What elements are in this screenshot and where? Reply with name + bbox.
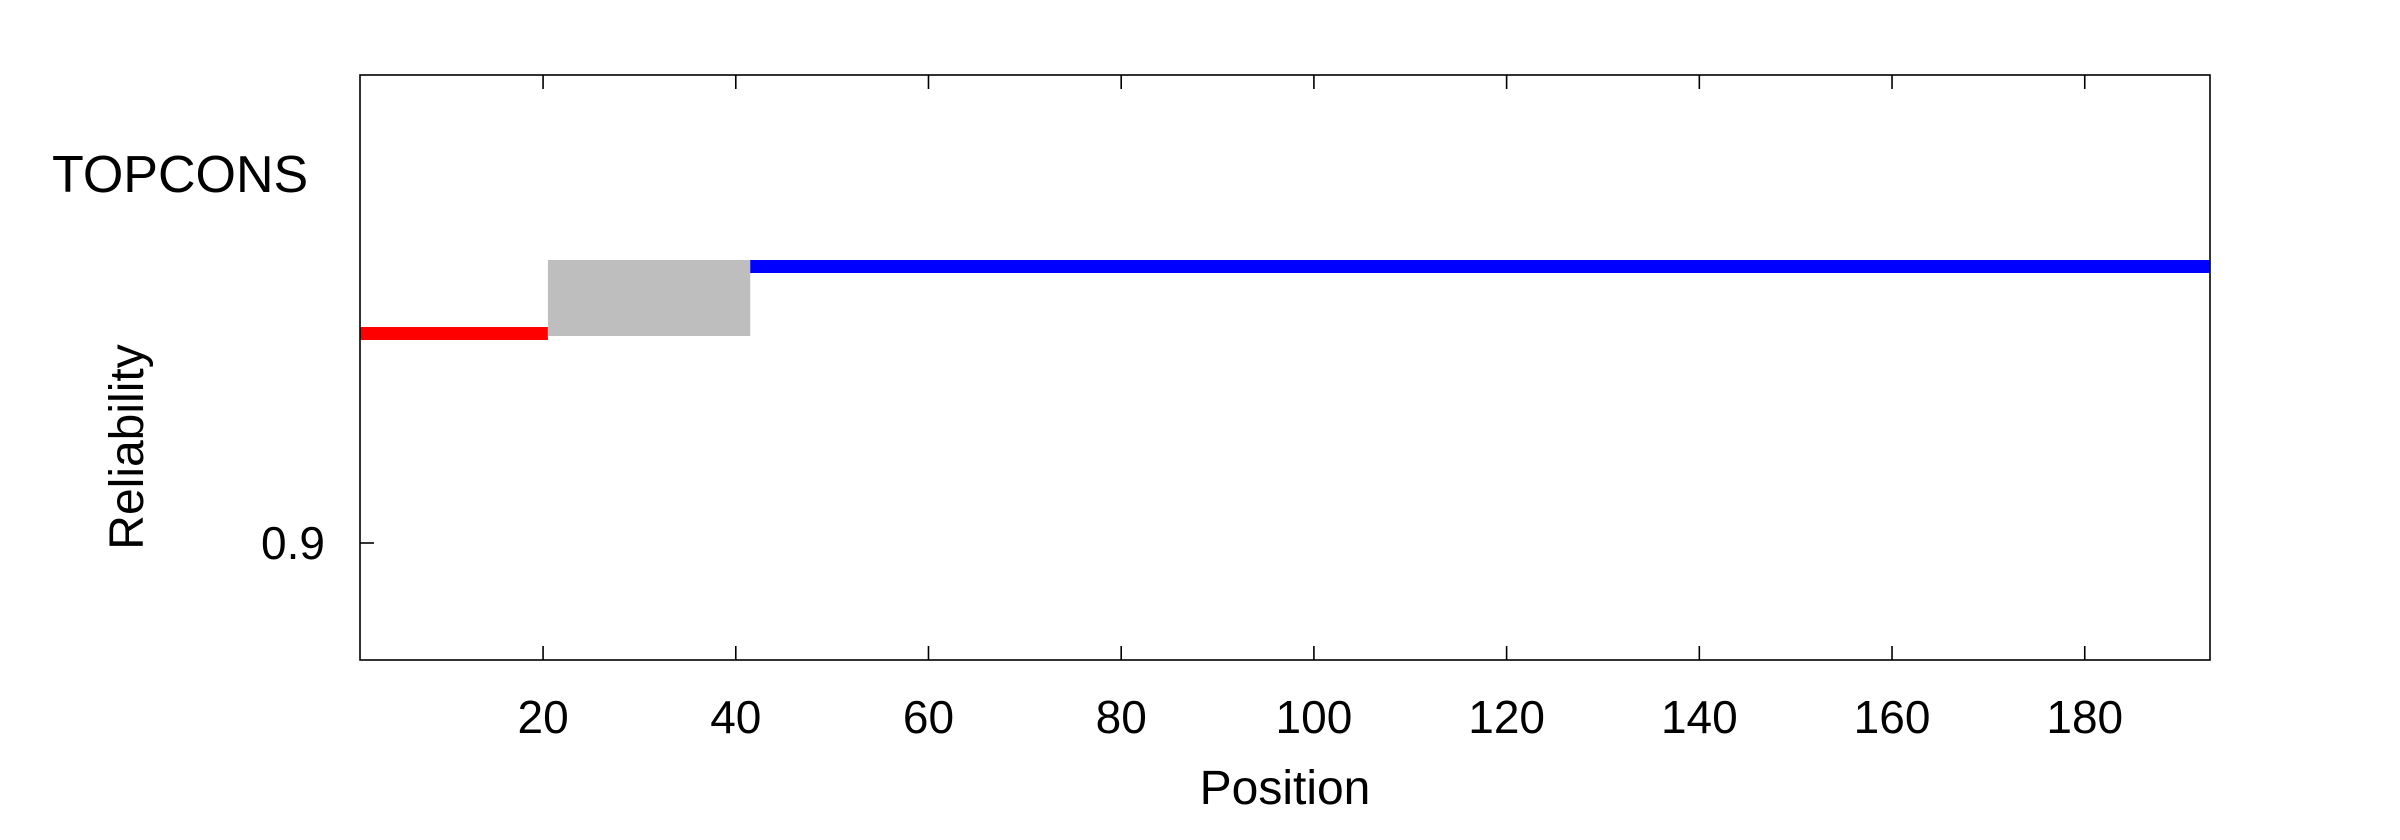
x-tick-label: 160 — [1854, 691, 1931, 743]
y-axis-ticks: 0.9 — [261, 517, 374, 569]
x-tick-label: 40 — [710, 691, 761, 743]
x-tick-label: 100 — [1276, 691, 1353, 743]
y-axis-label: Reliability — [101, 344, 154, 549]
segment-outside — [750, 260, 2210, 273]
y-tick-label: 0.9 — [261, 517, 325, 569]
x-tick-label: 20 — [517, 691, 568, 743]
topology-segments — [360, 260, 2210, 340]
x-tick-label: 180 — [2046, 691, 2123, 743]
segment-inside — [360, 327, 548, 340]
track-label: TOPCONS — [52, 146, 308, 204]
x-tick-label: 60 — [903, 691, 954, 743]
segment-membrane — [547, 260, 751, 336]
plot-frame — [359, 74, 2211, 661]
x-axis-label: Position — [1200, 762, 1371, 815]
x-tick-label: 120 — [1468, 691, 1545, 743]
x-tick-label: 80 — [1096, 691, 1147, 743]
x-axis-ticks: 20 40 60 80 100 120 140 160 180 — [517, 75, 2123, 743]
x-tick-label: 140 — [1661, 691, 1738, 743]
